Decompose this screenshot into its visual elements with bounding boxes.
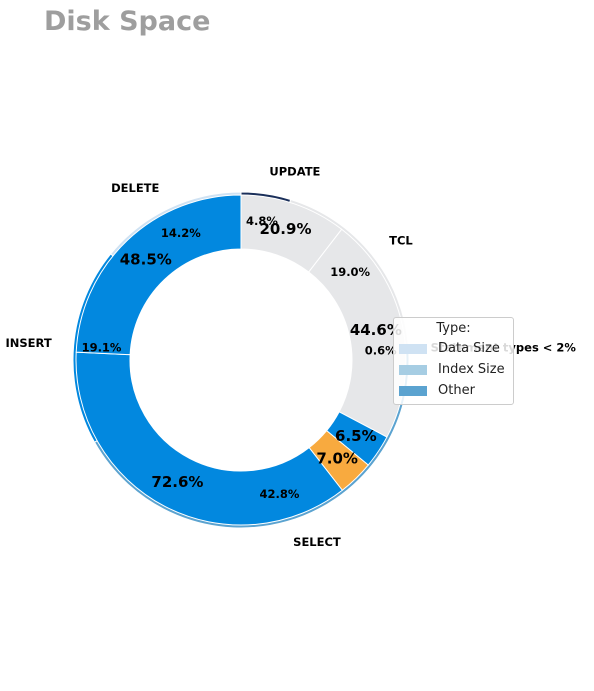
outer-pct-label: 19.1% — [82, 340, 122, 354]
legend-item-data-size: Data Size — [394, 338, 513, 359]
inner-pct-label: 20.9% — [259, 220, 311, 238]
chart-legend: Type: Data Size Index Size Other — [393, 317, 514, 405]
inner-pct-label: 7.0% — [316, 449, 358, 467]
category-label: DELETE — [111, 181, 159, 195]
inner-slice-4 — [75, 351, 343, 526]
inner-pct-label: 72.6% — [151, 473, 203, 491]
inner-pct-label: 48.5% — [120, 251, 172, 269]
category-label: SELECT — [293, 535, 341, 549]
outer-pct-label: 0.6% — [365, 344, 397, 358]
category-label: TCL — [389, 234, 413, 248]
legend-swatch — [399, 385, 427, 396]
page-title: Disk Space — [44, 6, 211, 37]
legend-item-index-size: Index Size — [394, 359, 513, 380]
legend-swatch — [399, 343, 427, 354]
outer-pct-label: 42.8% — [259, 487, 299, 501]
outer-pct-label: 19.0% — [330, 265, 370, 279]
legend-swatch — [399, 364, 427, 375]
legend-label: Index Size — [438, 362, 505, 377]
outer-pct-label: 14.2% — [161, 226, 201, 240]
category-label: UPDATE — [269, 165, 320, 179]
inner-slice-5 — [75, 194, 242, 356]
legend-item-other: Other — [394, 380, 513, 401]
inner-pct-label: 44.6% — [350, 321, 402, 339]
legend-label: Other — [438, 383, 475, 398]
outer-pct-label: 4.8% — [246, 214, 278, 228]
inner-pct-label: 6.5% — [335, 427, 377, 445]
category-label: INSERT — [5, 336, 51, 350]
legend-title: Type: — [436, 321, 471, 336]
legend-label: Data Size — [438, 341, 500, 356]
